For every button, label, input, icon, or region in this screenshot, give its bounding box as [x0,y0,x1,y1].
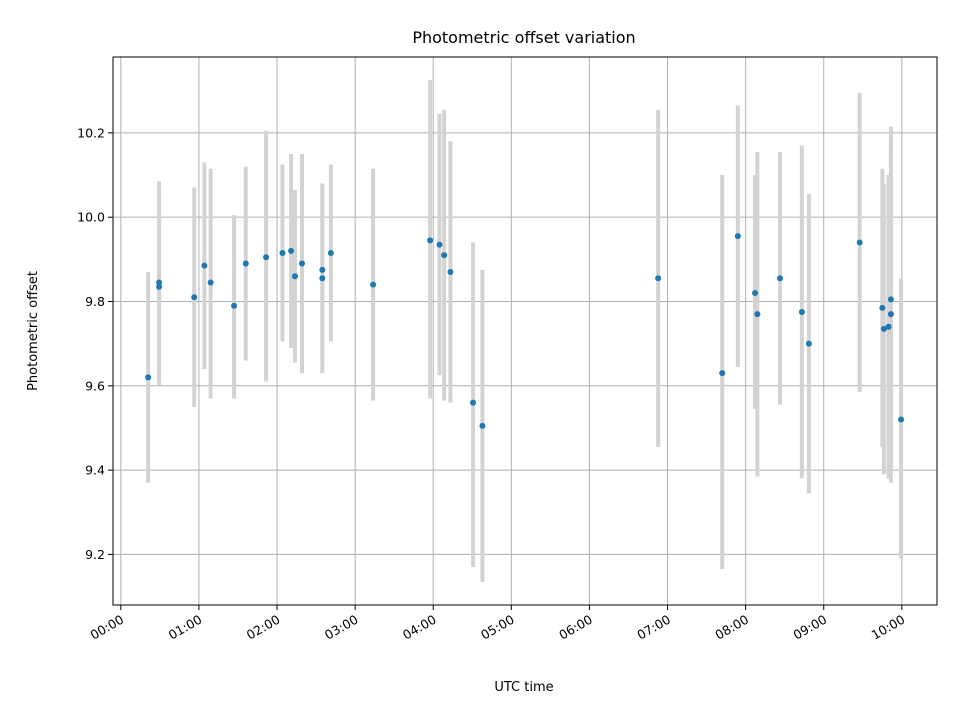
data-point [156,279,163,286]
y-tick-label: 9.2 [85,547,105,562]
data-points [145,233,905,429]
data-point [291,273,298,280]
data-point [201,262,208,269]
data-point [887,311,894,318]
data-point [887,296,894,303]
y-axis: 9.2 9.4 9.6 9.8 10.0 10.2 [77,125,113,562]
data-point [856,239,863,246]
y-tick-label: 9.8 [85,294,105,309]
data-point [319,275,326,282]
data-point [288,247,295,254]
y-tick-label: 9.6 [85,378,105,393]
data-point [299,260,306,267]
data-point [447,268,454,275]
data-point [263,254,270,261]
data-point [436,241,443,248]
data-point [370,281,377,288]
data-point [777,275,784,282]
chart-title: Photometric offset variation [412,28,635,47]
data-point [327,250,334,257]
y-axis-label: Photometric offset [26,271,41,391]
data-point [885,323,892,330]
plot-frame [112,56,938,606]
data-point [879,304,886,311]
data-point [242,260,249,267]
grid [113,57,937,605]
x-axis-label: UTC time [494,680,553,695]
data-point [231,302,238,309]
data-point [898,416,905,423]
data-point [279,250,286,257]
data-point [191,294,198,301]
data-point [734,233,741,240]
data-point [145,374,152,381]
data-point [805,340,812,347]
data-point [754,311,761,318]
y-tick-label: 10.2 [77,125,105,140]
data-point [470,399,477,406]
y-tick-label: 10.0 [77,210,105,225]
data-point [880,325,887,332]
data-point [752,290,759,297]
data-point [798,309,805,316]
data-point [719,370,726,377]
data-point [207,279,214,286]
data-point [441,252,448,259]
data-point [156,283,163,290]
y-tick-label: 9.4 [85,463,105,478]
data-point [319,266,326,273]
data-point [479,422,486,429]
data-point [427,237,434,244]
data-point [655,275,662,282]
